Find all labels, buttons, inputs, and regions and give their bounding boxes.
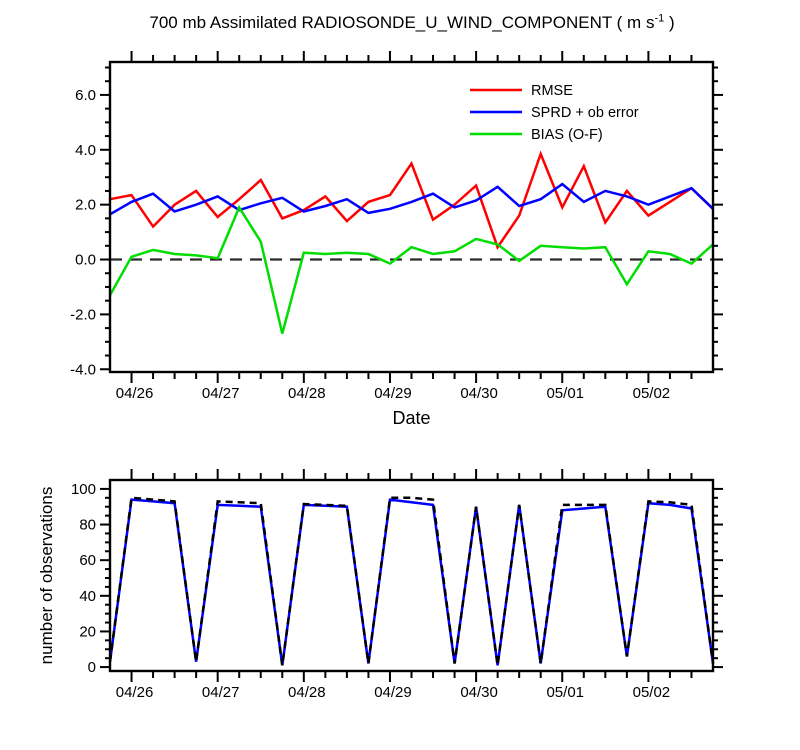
y-tick-label: -2.0 (70, 306, 96, 323)
bottom-panel: 100 80 60 40 20 0 04/26 04/27 04/28 04/29 04/30 05/… (37, 469, 723, 701)
y-tick-label: 80 (79, 517, 96, 534)
chart-title: 700 mb Assimilated RADIOSONDE_U_WIND_COM… (110, 13, 714, 33)
x-tick-label: 04/30 (460, 684, 498, 701)
legend: RMSE SPRD + ob error BIAS (O-F) (470, 83, 639, 143)
legend-label-bias-o-f-: BIAS (O-F) (531, 127, 603, 143)
sprd-ob-error-line (109, 182, 714, 216)
x-tick-label: 04/26 (116, 385, 154, 402)
top-panel: 6.0 4.0 2.0 0.0 -2.0 -4.0 04/26 04/27 04/28 04/29… (70, 51, 723, 428)
x-tick-label: 04/27 (202, 684, 240, 701)
bias-o-f--line (108, 204, 714, 334)
x-tick-label: 04/28 (288, 684, 326, 701)
y-tick-label: 20 (79, 623, 96, 640)
y-tick-label: -4.0 (70, 361, 96, 378)
y-tick-label: 0 (88, 659, 96, 676)
x-tick-label: 05/01 (546, 684, 584, 701)
x-tick-label: 05/02 (633, 385, 671, 402)
y-tick-label: 0.0 (75, 252, 96, 269)
x-tick-label: 04/26 (116, 684, 154, 701)
number-of-observations-assimilated-line (108, 498, 715, 666)
x-tick-label: 04/29 (374, 385, 412, 402)
x-tick-label: 05/02 (633, 684, 671, 701)
legend-label-sprd-ob-error: SPRD + ob error (531, 105, 639, 121)
x-tick-label: 05/01 (546, 385, 584, 402)
x-tick-label: 04/30 (460, 385, 498, 402)
x-tick-label: 04/28 (288, 385, 326, 402)
top-panel-frame (108, 60, 715, 374)
y-tick-label: 2.0 (75, 197, 96, 214)
legend-label-rmse: RMSE (531, 83, 573, 99)
x-tick-label: 04/29 (374, 684, 412, 701)
chart-title-suffix: ) (664, 13, 675, 32)
x-tick-label: 04/27 (202, 385, 240, 402)
number-of-observations-possible-line (108, 496, 715, 666)
observations-axis-title: number of observations (37, 487, 56, 665)
chart-title-superscript: -1 (654, 12, 665, 25)
y-tick-label: 6.0 (75, 87, 96, 104)
bottom-panel-frame (108, 478, 715, 673)
date-axis-title: Date (392, 408, 430, 428)
y-tick-label: 100 (71, 481, 96, 498)
y-tick-label: 60 (79, 552, 96, 569)
rmse-line (109, 150, 714, 250)
y-tick-label: 40 (79, 588, 96, 605)
y-tick-label: 4.0 (75, 142, 96, 159)
chart-title-prefix: 700 mb Assimilated RADIOSONDE_U_WIND_COM… (149, 13, 655, 32)
